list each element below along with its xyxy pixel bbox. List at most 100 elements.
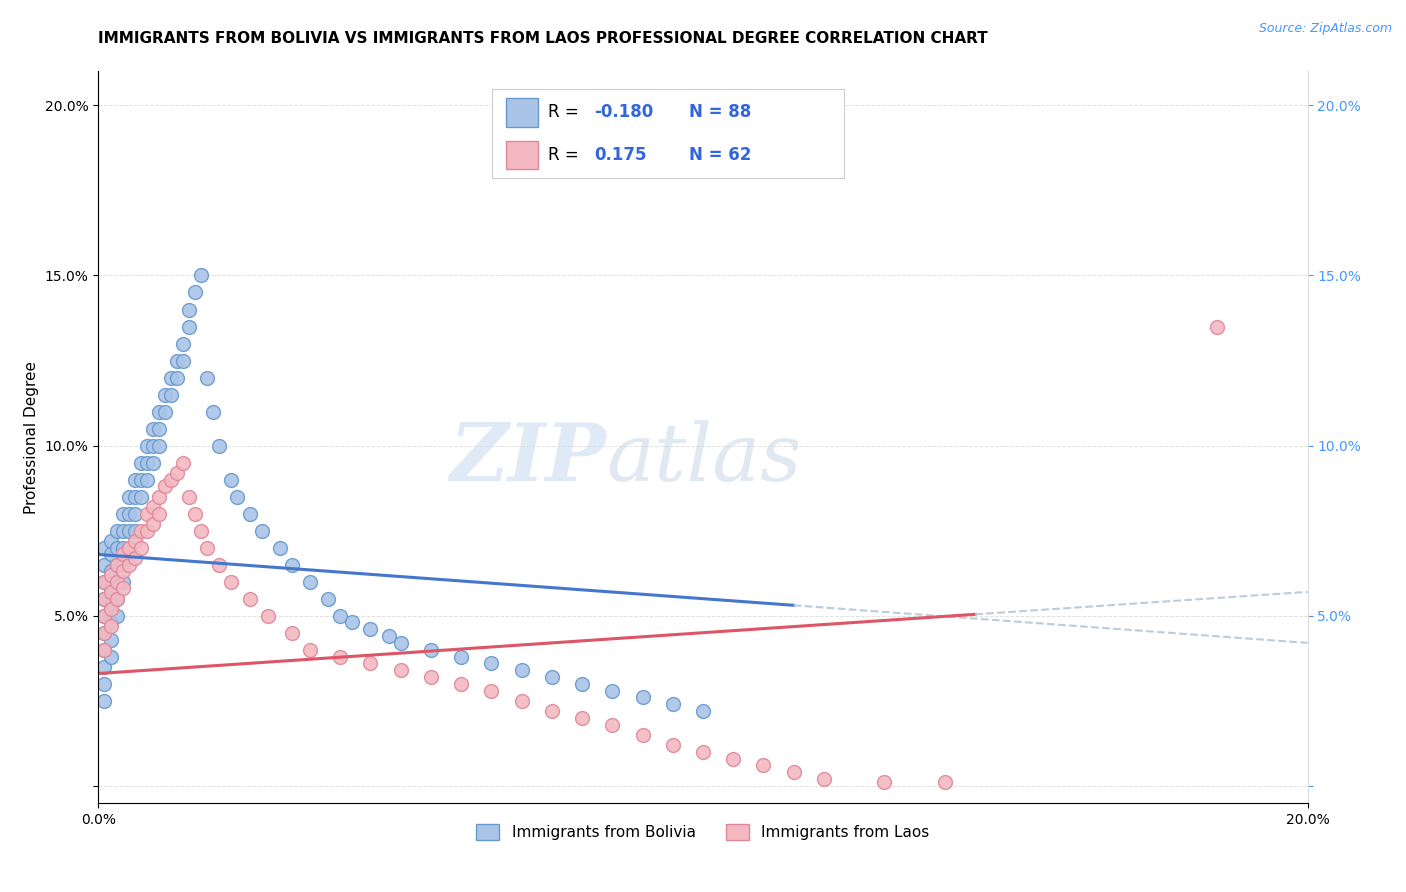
- Point: [179, 319, 201, 334]
- Point: [208, 439, 231, 453]
- Point: [124, 473, 146, 487]
- Point: [111, 548, 134, 562]
- Point: [250, 524, 273, 538]
- Point: [360, 622, 382, 636]
- Point: [100, 548, 122, 562]
- Point: [160, 473, 183, 487]
- Point: [100, 533, 122, 548]
- Point: [142, 516, 165, 531]
- Point: [602, 683, 624, 698]
- Point: [93, 558, 115, 572]
- Point: [450, 677, 472, 691]
- Point: [540, 670, 562, 684]
- Point: [105, 574, 128, 589]
- Point: [299, 642, 322, 657]
- Point: [93, 608, 115, 623]
- Point: [661, 697, 683, 711]
- Point: [105, 524, 128, 538]
- Point: [135, 456, 157, 470]
- Point: [221, 574, 243, 589]
- Point: [510, 694, 533, 708]
- Point: [118, 541, 141, 555]
- Point: [602, 717, 624, 731]
- Point: [93, 591, 115, 606]
- Point: [100, 567, 122, 582]
- Point: [342, 615, 364, 630]
- Point: [661, 738, 683, 752]
- Point: [124, 533, 146, 548]
- Point: [93, 591, 115, 606]
- Text: Source: ZipAtlas.com: Source: ZipAtlas.com: [1258, 22, 1392, 36]
- Point: [135, 507, 157, 521]
- Legend: Immigrants from Bolivia, Immigrants from Laos: Immigrants from Bolivia, Immigrants from…: [471, 818, 935, 847]
- Point: [111, 541, 134, 555]
- Point: [329, 649, 352, 664]
- Point: [239, 591, 262, 606]
- Point: [93, 677, 115, 691]
- Point: [420, 642, 443, 657]
- Point: [105, 558, 128, 572]
- Point: [540, 704, 562, 718]
- Point: [118, 558, 141, 572]
- Point: [752, 758, 775, 772]
- Point: [631, 728, 654, 742]
- Point: [166, 353, 188, 368]
- Point: [195, 541, 218, 555]
- Point: [160, 370, 183, 384]
- Point: [105, 541, 128, 555]
- Point: [100, 602, 122, 616]
- Point: [135, 439, 157, 453]
- Point: [111, 558, 134, 572]
- Point: [124, 524, 146, 538]
- Point: [124, 550, 146, 565]
- Point: [389, 663, 412, 677]
- Text: ZIP: ZIP: [450, 420, 606, 498]
- Point: [142, 421, 165, 435]
- Point: [124, 490, 146, 504]
- Point: [184, 285, 207, 300]
- Point: [111, 507, 134, 521]
- Point: [1206, 319, 1229, 334]
- Point: [142, 456, 165, 470]
- Point: [190, 524, 212, 538]
- Point: [118, 524, 141, 538]
- Point: [142, 439, 165, 453]
- Point: [148, 490, 170, 504]
- Point: [93, 625, 115, 640]
- Point: [129, 524, 152, 538]
- Point: [329, 608, 352, 623]
- Point: [111, 524, 134, 538]
- Y-axis label: Professional Degree: Professional Degree: [24, 360, 39, 514]
- Point: [118, 490, 141, 504]
- Point: [93, 625, 115, 640]
- Point: [135, 473, 157, 487]
- Point: [148, 421, 170, 435]
- Point: [105, 591, 128, 606]
- Point: [510, 663, 533, 677]
- Point: [783, 765, 806, 780]
- Point: [118, 541, 141, 555]
- Point: [100, 565, 122, 579]
- Point: [184, 507, 207, 521]
- Point: [281, 558, 304, 572]
- Point: [571, 711, 593, 725]
- Point: [93, 694, 115, 708]
- Point: [100, 599, 122, 613]
- Point: [692, 745, 714, 759]
- Point: [631, 690, 654, 705]
- Point: [93, 541, 115, 555]
- Point: [142, 500, 165, 514]
- Point: [692, 704, 714, 718]
- Point: [450, 649, 472, 664]
- Point: [100, 615, 122, 630]
- Point: [299, 574, 322, 589]
- Text: R =: R =: [548, 103, 585, 121]
- Point: [105, 591, 128, 606]
- Point: [100, 619, 122, 633]
- Point: [160, 387, 183, 401]
- Point: [202, 404, 225, 418]
- Point: [166, 370, 188, 384]
- Point: [135, 524, 157, 538]
- Point: [93, 642, 115, 657]
- Point: [93, 608, 115, 623]
